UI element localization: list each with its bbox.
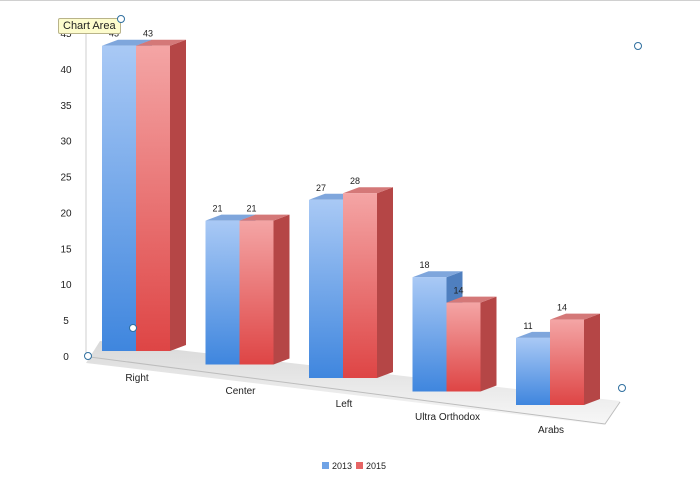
data-label: 28 [350,176,360,186]
value-axis-ticks: 0 5 10 15 20 25 30 35 40 45 [60,29,72,363]
data-label: 18 [419,260,429,270]
legend-swatch-2015 [356,462,363,469]
legend-label-2015: 2015 [366,461,386,471]
bar-2015-left-side [377,187,393,378]
bar-2015-arabs [550,319,584,405]
y-tick-label: 0 [63,352,69,363]
bar-2015-ultra-orthodox-top [446,296,497,303]
data-label: 14 [453,286,463,296]
y-tick-label: 25 [60,173,72,184]
bar-2015-left-top [343,187,393,194]
category-label: Left [336,399,353,410]
data-label: 21 [246,204,256,214]
y-tick-label: 30 [60,137,72,148]
legend[interactable]: 2013 2015 [322,461,386,471]
bar-2013-ultra-orthodox-top [412,271,463,278]
chart-area-tooltip: Chart Area [58,18,121,34]
y-tick-label: 45 [60,29,72,40]
bar-2015-arabs-side [584,313,600,405]
selection-handle-left[interactable] [84,352,92,360]
data-label: 21 [212,204,222,214]
y-tick-label: 5 [63,316,69,327]
bar-2015-right-top [136,39,186,46]
bar-2013-ultra-orthodox [412,277,447,392]
bar-2015-center-side [273,214,290,365]
bar-2013-right [102,45,136,351]
category-label: Center [225,386,256,397]
bar-2013-arabs [516,337,550,405]
data-label: 11 [523,321,532,331]
legend-swatch-2013 [322,462,329,469]
selection-handle-top-right[interactable] [634,42,642,50]
data-label: 43 [143,29,153,39]
y-tick-label: 10 [60,280,72,291]
bar-group [102,39,600,405]
bar-2013-center-top [205,214,256,221]
bar-2015-left [343,193,377,378]
data-label: 14 [557,303,567,313]
category-label: Ultra Orthodox [415,412,480,423]
category-label: Right [125,373,149,384]
selection-handle-bottom-right[interactable] [618,384,626,392]
bar-2015-right [136,45,170,351]
bar-2013-center [205,220,240,365]
y-tick-label: 15 [60,244,72,255]
bar-2013-left [309,199,343,378]
bar-2015-center [239,220,274,365]
bar-2015-ultra-orthodox-side [480,296,497,392]
y-tick-label: 40 [60,65,72,76]
y-tick-label: 20 [60,208,72,219]
selection-handle-top-left[interactable] [117,15,125,23]
plot-area-handle[interactable] [129,324,137,332]
bar-2015-ultra-orthodox [446,302,481,392]
bar-2015-center-top [239,214,290,221]
legend-label-2013: 2013 [332,461,352,471]
bar-2013-right-top [102,39,152,46]
floor-outline [89,356,621,425]
bar-2015-arabs-top [550,313,600,320]
bar-2015-right-side [170,39,186,351]
y-tick-label: 35 [60,101,72,112]
category-label: Arabs [538,425,564,436]
category-labels: Right Center Left Ultra Orthodox Arabs [125,373,564,436]
data-label: 27 [316,183,326,193]
